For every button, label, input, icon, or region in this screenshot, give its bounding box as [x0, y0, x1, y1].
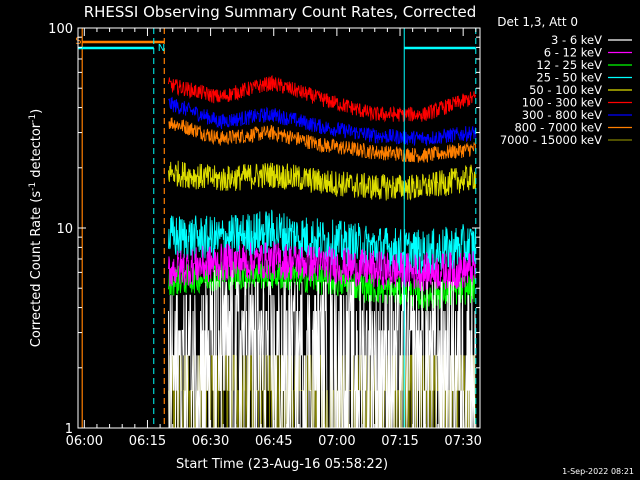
legend-label: 50 - 100 keV — [529, 83, 602, 97]
data-series-traces — [168, 75, 477, 429]
x-tick-label: 07:00 — [318, 434, 355, 449]
x-tick-label: 06:15 — [129, 434, 166, 449]
series-line — [168, 160, 477, 201]
series-line — [168, 117, 477, 163]
series-line — [168, 96, 477, 146]
legend-label: 300 - 800 keV — [522, 108, 602, 122]
series-line — [168, 241, 477, 292]
series-line — [168, 259, 477, 311]
axis-ticks: 06:00 06:15 06:30 06:45 07:00 07:15 07:30 1 10 10… — [48, 22, 482, 449]
x-tick-label: 06:30 — [192, 434, 229, 449]
y-tick-label: 100 — [48, 22, 73, 37]
legend-label: 12 - 25 keV — [536, 58, 602, 72]
x-tick-label: 06:00 — [66, 434, 103, 449]
legend-header: Det 1,3, Att 0 — [497, 15, 578, 29]
x-tick-label: 06:45 — [255, 434, 292, 449]
generation-timestamp: 1-Sep-2022 08:21 — [562, 467, 634, 476]
legend-label: 100 - 300 keV — [522, 96, 602, 110]
legend-label: 800 - 7000 keV — [514, 121, 602, 135]
night-marker-label: N — [158, 43, 165, 54]
legend-label: 6 - 12 keV — [544, 46, 602, 60]
y-axis-label: Corrected Count Rate (s-1 detector-1) — [28, 109, 44, 347]
legend-label: 25 - 50 keV — [536, 71, 602, 85]
y-tick-label: 1 — [65, 422, 73, 437]
legend-label: 7000 - 15000 keV — [500, 133, 602, 147]
chart-title: RHESSI Observing Summary Count Rates, Co… — [84, 3, 477, 21]
series-line — [168, 209, 477, 275]
x-tick-label: 07:30 — [444, 434, 481, 449]
y-tick-label: 10 — [56, 222, 73, 237]
series-line — [168, 270, 477, 429]
series-line — [168, 75, 477, 123]
x-axis-label: Start Time (23-Aug-16 05:58:22) — [176, 457, 388, 472]
x-tick-label: 07:15 — [381, 434, 418, 449]
legend-label: 3 - 6 keV — [551, 33, 602, 47]
